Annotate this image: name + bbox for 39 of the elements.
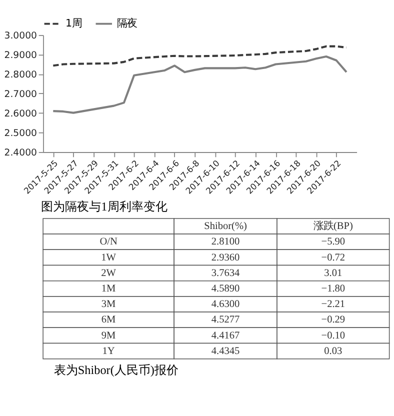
- data-label: 4.4345: [211, 346, 240, 357]
- y-tick-label: 2.8000: [4, 69, 38, 80]
- category-label: O/N: [100, 236, 118, 248]
- y-tick-label: 2.9000: [4, 50, 38, 61]
- data-label: −2.21: [321, 299, 346, 310]
- data-label: −0.72: [321, 252, 346, 264]
- data-label: −1.80: [321, 283, 346, 294]
- text: 图为隔夜与1周利率变化: [41, 199, 168, 214]
- y-tick-label: 2.5000: [4, 128, 38, 139]
- legend-label: 隔夜: [116, 18, 137, 30]
- y-tick-label: 2.6000: [4, 108, 38, 120]
- data-label: 4.5890: [211, 283, 240, 294]
- category-label: 1M: [101, 283, 116, 294]
- y-tick-label: 2.4000: [4, 147, 38, 158]
- category-label: 1Y: [102, 346, 116, 357]
- line-series: [52, 45, 348, 67]
- category-label: 9M: [101, 330, 116, 342]
- data-label: 2.8100: [211, 236, 240, 248]
- data-label: 3.7634: [211, 268, 240, 279]
- data-label: −0.29: [321, 314, 346, 326]
- series-label: Shibor(%): [204, 221, 247, 232]
- data-label: 4.4167: [211, 330, 240, 342]
- line-series: [52, 55, 348, 114]
- data-label: 4.6300: [211, 299, 240, 310]
- data-label: −0.10: [321, 330, 346, 342]
- y-tick-label: 2.7000: [4, 88, 38, 100]
- series-label: 涨跌(BP): [313, 220, 353, 232]
- category-label: 6M: [101, 314, 116, 326]
- category-label: 3M: [101, 299, 116, 310]
- data-label: 3.01: [324, 268, 342, 279]
- data-label: −5.90: [321, 236, 346, 248]
- legend-label: 1周: [66, 18, 82, 30]
- category-label: 1W: [101, 252, 116, 264]
- text: 表为Shibor(人民币)报价: [54, 363, 178, 378]
- category-label: 2W: [101, 268, 116, 279]
- data-label: 0.03: [324, 346, 342, 357]
- data-label: 4.5277: [211, 314, 240, 326]
- y-tick-label: 3.0000: [4, 30, 38, 42]
- data-label: 2.9360: [211, 252, 240, 264]
